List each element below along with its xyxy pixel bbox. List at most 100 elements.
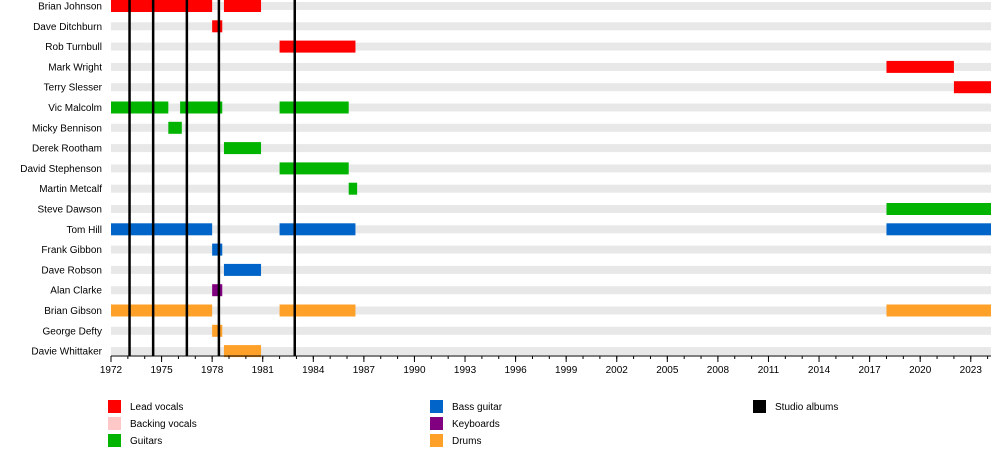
legend: Lead vocals Backing vocals Guitars Bass gui…	[108, 400, 838, 447]
legend-swatch-backing-vocals	[108, 417, 121, 430]
member-bars	[111, 0, 991, 358]
member-bar-guitars	[111, 101, 169, 114]
member-bar-guitars	[223, 142, 262, 155]
x-tick-label: 1987	[353, 365, 376, 376]
x-tick-label: 2011	[758, 365, 780, 376]
member-name-label: Alan Clarke	[50, 286, 102, 297]
x-tick-label: 1999	[555, 365, 578, 376]
x-tick-label: 1981	[252, 365, 275, 376]
member-bar-lead-vocals	[953, 81, 991, 94]
legend-swatch-studio-albums	[753, 400, 766, 413]
x-tick-label: 2008	[707, 365, 730, 376]
studio-album-lines	[128, 0, 297, 356]
row-background	[111, 205, 991, 213]
member-name-label: Dave Ditchburn	[33, 22, 102, 33]
member-bar-drums	[279, 304, 356, 317]
row-background	[111, 306, 991, 315]
member-name-label: Brian Gibson	[44, 306, 102, 317]
member-bar-guitars	[279, 101, 349, 114]
member-name-label: Frank Gibbon	[41, 245, 102, 256]
x-axis: 1972 1975 1978 1981 1984 1987 1990 1993 1996 1999…	[100, 355, 991, 376]
row-background	[111, 22, 991, 31]
row-background	[111, 245, 991, 254]
member-bar-lead-vocals	[223, 0, 262, 12]
member-name-label: Brian Johnson	[38, 2, 102, 13]
row-background	[111, 225, 991, 234]
x-tick-label: 1993	[454, 365, 477, 376]
member-name-label: Mark Wright	[48, 62, 102, 73]
row-background	[111, 123, 991, 132]
member-name-label: Steve Dawson	[38, 205, 102, 216]
member-bar-drums	[223, 345, 262, 358]
x-tick-label: 2023	[960, 365, 983, 376]
member-bar-drums	[212, 324, 223, 337]
x-tick-label: 2002	[606, 365, 629, 376]
x-tick-label: 1978	[201, 365, 224, 376]
row-background	[111, 62, 991, 71]
member-bar-drums	[886, 304, 991, 317]
member-name-label: David Stephenson	[20, 164, 102, 175]
legend-label-lead-vocals: Lead vocals	[130, 402, 183, 413]
row-background	[111, 265, 991, 274]
row-background	[111, 144, 991, 153]
x-tick-label: 2020	[909, 365, 932, 376]
row-background	[111, 103, 991, 112]
legend-swatch-bass	[430, 400, 443, 413]
member-name-label: Vic Malcolm	[48, 103, 102, 114]
member-bar-bass	[886, 223, 991, 236]
row-background	[111, 286, 991, 295]
member-name-label: Terry Slesser	[44, 83, 103, 94]
x-tick-label: 1990	[403, 365, 426, 376]
x-tick-label: 1984	[302, 365, 325, 376]
legend-label-guitars: Guitars	[130, 436, 162, 447]
member-bar-lead-vocals	[111, 0, 213, 12]
x-tick-label: 1975	[150, 365, 173, 376]
x-tick-label: 1996	[504, 365, 527, 376]
x-tick-label: 1972	[100, 365, 123, 376]
member-name-label: Davie Whittaker	[31, 347, 102, 358]
legend-label-keyboards: Keyboards	[452, 419, 500, 430]
member-bar-lead-vocals	[886, 60, 954, 73]
member-bar-lead-vocals	[212, 20, 223, 33]
member-bar-bass	[111, 223, 213, 236]
row-background	[111, 347, 991, 356]
row-backgrounds	[111, 2, 991, 356]
member-bar-guitars	[180, 101, 223, 114]
row-background	[111, 83, 991, 92]
member-labels: Brian Johnson Dave Ditchburn Rob Turnbull M…	[20, 2, 102, 358]
legend-swatch-keyboards	[430, 417, 443, 430]
legend-label-backing-vocals: Backing vocals	[130, 419, 197, 430]
member-bar-bass	[212, 243, 223, 256]
member-bar-lead-vocals	[279, 40, 356, 53]
row-background	[111, 326, 991, 335]
row-background	[111, 184, 991, 193]
row-background	[111, 2, 991, 10]
legend-swatch-drums	[430, 434, 443, 447]
member-bar-drums	[111, 304, 213, 317]
member-bar-guitars	[168, 121, 182, 134]
x-tick-label: 2017	[858, 365, 881, 376]
row-background	[111, 164, 991, 173]
member-bar-keyboards	[212, 284, 223, 297]
legend-swatch-guitars	[108, 434, 121, 447]
legend-swatch-lead-vocals	[108, 400, 121, 413]
x-tick-label: 2014	[808, 365, 831, 376]
legend-label-bass: Bass guitar	[452, 402, 503, 413]
member-name-label: Rob Turnbull	[45, 42, 102, 53]
member-bar-bass	[279, 223, 356, 236]
legend-label-studio-albums: Studio albums	[775, 402, 838, 413]
member-bar-guitars	[886, 203, 991, 215]
member-bar-guitars	[348, 182, 358, 195]
member-bar-bass	[223, 263, 262, 276]
member-name-label: Tom Hill	[66, 225, 102, 236]
member-name-label: Dave Robson	[41, 265, 102, 276]
member-name-label: George Defty	[43, 326, 102, 337]
member-name-label: Martin Metcalf	[39, 184, 102, 195]
member-name-label: Micky Bennison	[32, 123, 102, 134]
member-name-label: Derek Rootham	[32, 144, 102, 155]
row-background	[111, 42, 991, 51]
x-tick-label: 2005	[656, 365, 679, 376]
legend-label-drums: Drums	[452, 436, 481, 447]
member-bar-guitars	[279, 162, 349, 175]
